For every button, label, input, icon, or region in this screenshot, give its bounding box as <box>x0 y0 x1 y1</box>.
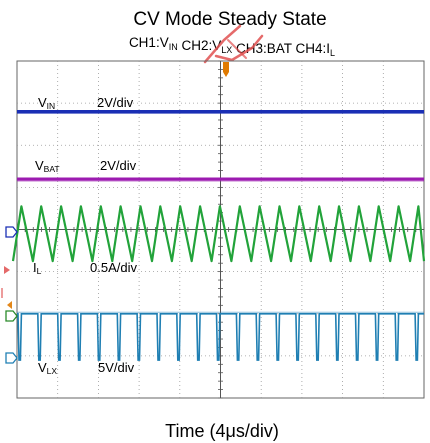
label-main: V <box>38 95 47 110</box>
scale-ch3: 2V/div <box>100 158 137 173</box>
channel-header-sub: LX <box>221 45 232 55</box>
trace-ch4 <box>11 205 426 263</box>
label-main: V <box>35 158 44 173</box>
channel-header-main: CH2:V <box>178 38 222 53</box>
trigger-marker <box>223 62 229 77</box>
trace-ch2 <box>17 313 424 361</box>
scale-ch2: 5V/div <box>98 360 135 375</box>
ground-ref-marker <box>5 310 18 322</box>
label-ch4: IL <box>33 260 42 276</box>
label-sub: IN <box>47 101 56 111</box>
channel-header: CH1:VIN CH2:VLX CH3:BAT CH4:IL <box>129 35 335 58</box>
overlay-stroke <box>227 39 247 59</box>
scale-ch1: 2V/div <box>97 95 134 110</box>
label-main: V <box>38 360 47 375</box>
orange-level-marker <box>7 301 12 309</box>
label-main: I <box>33 260 37 275</box>
label-sub: BAT <box>44 164 60 174</box>
ground-ref-marker <box>5 352 18 364</box>
x-axis-label: Time (4μs/div) <box>165 421 279 441</box>
ground-ref-marker <box>5 226 18 238</box>
label-ch1: VIN <box>38 95 55 111</box>
scale-ch4: 0.5A/div <box>90 260 137 275</box>
scope-markers <box>1 62 229 364</box>
red-overlay-mark <box>203 24 264 64</box>
channel-header-sub: L <box>330 48 335 58</box>
label-ch3: VBAT <box>35 158 60 174</box>
overlay-stroke <box>203 24 242 64</box>
channel-header-sub: IN <box>169 42 178 52</box>
label-sub: L <box>37 266 42 276</box>
chart-title: CV Mode Steady State <box>133 9 326 30</box>
channel-header-main: CH4:I <box>292 41 330 56</box>
channel-header-main: CH1:V <box>129 35 169 50</box>
label-sub: LX <box>47 366 58 376</box>
scope-traces <box>11 110 426 361</box>
red-level-marker <box>4 266 10 274</box>
label-ch2: VLX <box>38 360 57 376</box>
